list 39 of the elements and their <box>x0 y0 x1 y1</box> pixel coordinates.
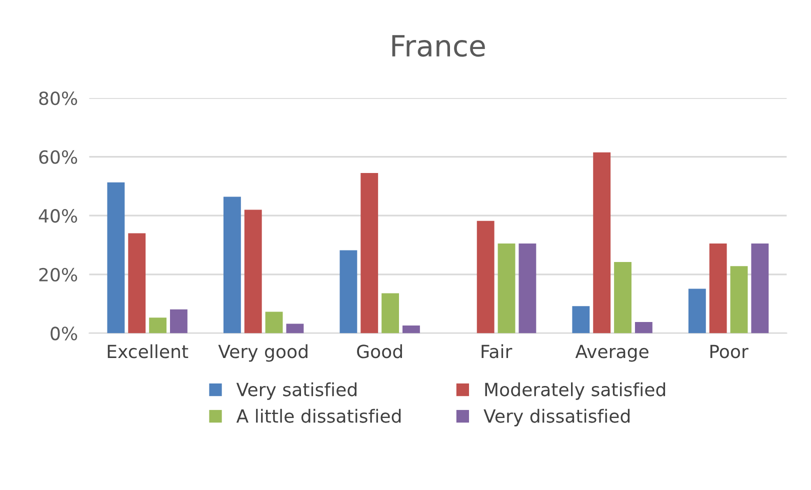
bar <box>498 244 516 334</box>
bar <box>688 288 706 334</box>
bar <box>751 244 769 334</box>
bar <box>518 244 536 334</box>
bar <box>170 309 188 334</box>
x-tick-label: Excellent <box>108 344 188 358</box>
bar <box>614 262 632 334</box>
bar <box>128 233 146 334</box>
y-tick-label: 0% <box>50 326 78 340</box>
bar <box>382 293 399 334</box>
bar <box>265 312 283 334</box>
x-tick-label: Fair <box>482 344 512 358</box>
bar <box>634 322 652 334</box>
legend-label: Very dissatisfied <box>484 408 630 426</box>
bar <box>730 266 748 334</box>
x-tick-label: Average <box>575 344 648 362</box>
bar <box>107 182 125 334</box>
x-tick-label: Poor <box>710 344 748 358</box>
y-tick-label: 20% <box>39 268 78 282</box>
legend-label: Moderately satisfied <box>485 382 666 400</box>
bar <box>244 210 262 334</box>
bar <box>476 220 494 334</box>
bar <box>286 324 304 334</box>
x-tick-label: Good <box>357 344 402 358</box>
y-tick-label: 80% <box>39 91 78 106</box>
chart-title: France <box>392 35 485 57</box>
bar <box>709 244 727 334</box>
bar <box>572 306 590 334</box>
bar <box>223 196 241 334</box>
bar <box>593 152 611 334</box>
y-tick-label: 40% <box>38 209 78 223</box>
bar <box>402 326 420 334</box>
bar <box>360 172 378 334</box>
legend-label: Very satisfied <box>236 382 356 400</box>
y-tick-label: 60% <box>39 150 78 164</box>
bar <box>340 250 358 334</box>
legend-label: A little dissatisfied <box>236 408 401 423</box>
bar <box>149 318 167 334</box>
x-tick-label: Very good <box>218 344 308 362</box>
